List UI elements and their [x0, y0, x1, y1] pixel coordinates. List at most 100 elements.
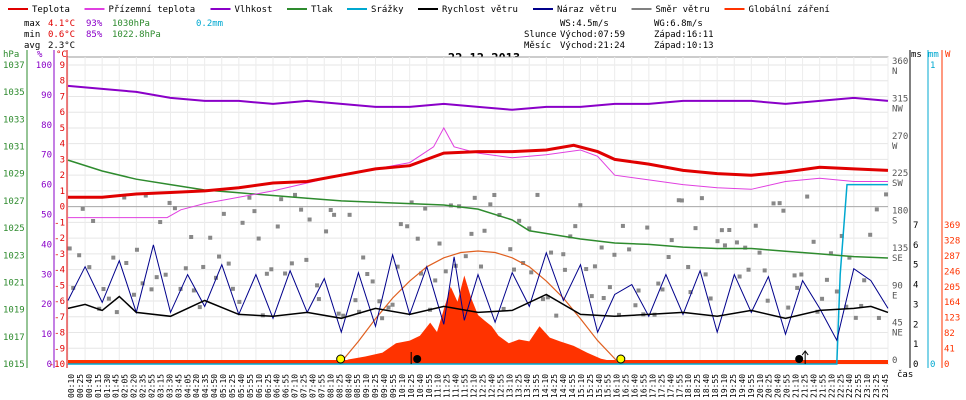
- tick-x-58: 15:25: [586, 374, 595, 398]
- wind-dir-point-39: [256, 236, 261, 241]
- wind-dir-point-118: [636, 288, 641, 293]
- wind-dir-point-103: [562, 267, 567, 272]
- series-wind-speed: [67, 293, 889, 320]
- wind-dir-point-86: [482, 228, 487, 233]
- legend-label-7: Směr větru: [656, 5, 710, 15]
- legend-label-1: Přízemní teplota: [109, 5, 196, 15]
- wind-dir-point-131: [699, 196, 704, 201]
- unit-mm: mm: [928, 50, 939, 60]
- tick-x-77: 20:10: [756, 374, 765, 398]
- wind-dir-point-47: [293, 192, 298, 197]
- tick-pct-9: 10: [41, 330, 52, 340]
- wind-dir-point-21: [167, 200, 172, 205]
- wind-dir-point-158: [828, 251, 833, 256]
- tick-x-24: 06:55: [282, 374, 291, 398]
- wind-dir-point-14: [134, 247, 139, 252]
- wind-dir-point-107: [584, 267, 589, 272]
- tick-x-16: 04:50: [210, 374, 219, 398]
- tick-x-26: 07:25: [300, 374, 309, 398]
- tick-hpa-0: 1037: [3, 61, 25, 71]
- wind-dir-point-85: [479, 264, 484, 269]
- tick-x-68: 17:55: [675, 374, 684, 398]
- tick-x-2: 00:40: [85, 374, 94, 398]
- tick-hpa-3: 1031: [3, 143, 25, 153]
- tick-degc-14: -5: [54, 281, 65, 291]
- tick-degc-16: -7: [54, 313, 65, 323]
- wind-dir-point-160: [839, 233, 844, 238]
- wind-dir-point-60: [357, 309, 362, 314]
- stat-avg-label: avg: [24, 41, 40, 51]
- tick-x-48: 12:55: [496, 374, 505, 398]
- wind-dir-point-15: [140, 281, 145, 286]
- wind-dir-point-97: [535, 192, 540, 197]
- wind-dir-point-162: [847, 255, 852, 260]
- tick-x-67: 17:40: [666, 374, 675, 398]
- tick-degc-9: 0: [60, 203, 65, 213]
- wind-dir-point-166: [868, 232, 873, 237]
- wind-dir-point-163: [853, 315, 858, 320]
- tick-degc-18: -9: [54, 344, 65, 354]
- wind-dir-point-108: [589, 294, 594, 299]
- wind-dir-point-0: [67, 246, 72, 251]
- tick-x-70: 18:25: [693, 374, 702, 398]
- wind-dir-point-46: [289, 261, 294, 266]
- wind-dir-point-161: [844, 304, 849, 309]
- wind-dir-point-138: [734, 240, 739, 245]
- wind-dir-point-8: [106, 296, 111, 301]
- wind-dir-point-52: [316, 297, 321, 302]
- wind-dir-point-64: [377, 299, 382, 304]
- tick-ms-4: 3: [913, 300, 918, 310]
- wind-dir-point-124: [666, 255, 671, 260]
- tick-x-87: 22:40: [845, 374, 854, 398]
- tick-x-76: 19:55: [747, 374, 756, 398]
- tick-x-71: 18:40: [702, 374, 711, 398]
- wind-dir-point-90: [501, 306, 506, 311]
- tick-w-6: 123: [944, 314, 960, 324]
- wind-dir-point-159: [834, 289, 839, 294]
- tick-x-17: 05:10: [219, 374, 228, 398]
- tick-x-36: 09:55: [389, 374, 398, 398]
- tick-degc-6: 3: [60, 155, 65, 165]
- wind-dir-point-59: [353, 298, 358, 303]
- tick-x-6: 02:05: [121, 374, 130, 398]
- tick-x-38: 10:25: [407, 374, 416, 398]
- tick-w-8: 41: [944, 345, 955, 355]
- wind-dir-point-20: [163, 272, 168, 277]
- wind-dir-point-50: [307, 217, 312, 222]
- wind-dir-point-25: [189, 234, 194, 239]
- tick-x-19: 05:40: [237, 374, 246, 398]
- tick-x-21: 06:10: [255, 374, 264, 398]
- wind-dir-point-154: [811, 239, 816, 244]
- tick-x-66: 17:25: [657, 374, 666, 398]
- tick-degc-15: -6: [54, 297, 65, 307]
- tick-x-12: 03:45: [174, 374, 183, 398]
- info-moon-label: Měsíc: [524, 41, 551, 51]
- wind-dir-point-26: [191, 288, 196, 293]
- unit-ms: ms: [911, 50, 922, 60]
- legend-label-3: Tlak: [311, 5, 333, 15]
- legend-label-5: Rychlost větru: [442, 5, 518, 15]
- tick-x-35: 09:40: [380, 374, 389, 398]
- wind-dir-point-146: [771, 201, 776, 206]
- tick-x-44: 11:55: [461, 374, 470, 398]
- wind-dir-point-72: [415, 236, 420, 241]
- stat-max-rain: 0.2mm: [196, 19, 223, 29]
- wind-dir-point-151: [795, 285, 800, 290]
- tick-dir-label-0: N: [892, 67, 897, 77]
- tick-x-79: 20:40: [774, 374, 783, 398]
- tick-degc-7: 2: [60, 171, 65, 181]
- wind-dir-point-74: [423, 206, 428, 211]
- info-block: WS:4.5m/s WG:6.8m/s Slunce Východ:07:59 …: [524, 19, 714, 51]
- unit-pct: %: [37, 50, 43, 60]
- wind-dir-point-105: [573, 224, 578, 229]
- wind-dir-point-144: [762, 268, 767, 273]
- wind-dir-point-1: [71, 285, 76, 290]
- wind-dir-point-91: [508, 247, 513, 252]
- wind-dir-point-135: [719, 228, 724, 233]
- wind-dir-point-89: [497, 212, 502, 217]
- wind-dir-point-98: [540, 297, 545, 302]
- tick-pct-5: 50: [41, 211, 52, 221]
- wind-dir-point-37: [247, 195, 252, 200]
- tick-w-3: 246: [944, 267, 960, 277]
- tick-dir-0: 360: [892, 57, 908, 67]
